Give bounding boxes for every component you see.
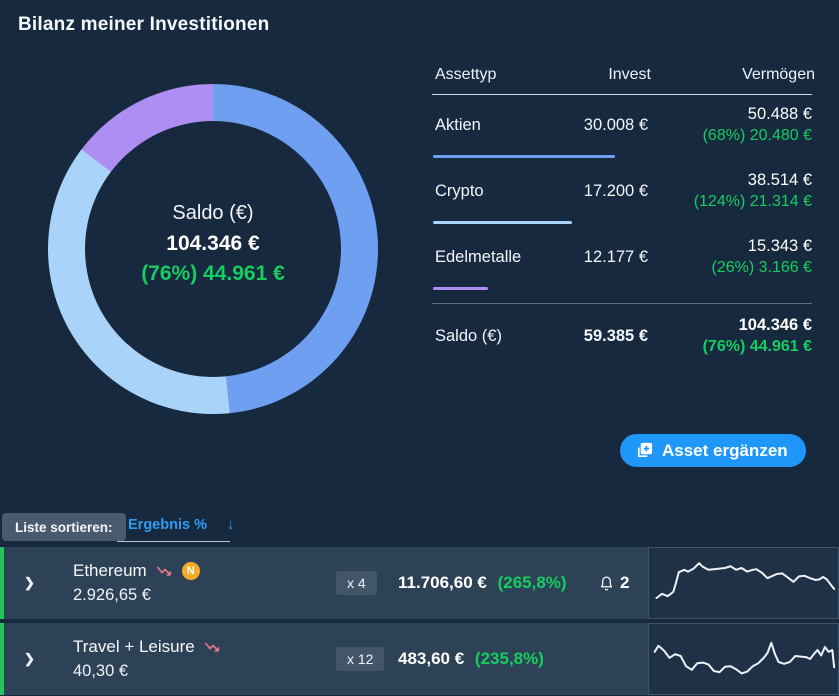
sort-option-label: Ergebnis % — [128, 516, 207, 533]
asset-vermoegen: 50.488 € (68%) 20.480 € — [648, 104, 812, 146]
news-badge[interactable]: N — [181, 562, 200, 580]
asset-vermoegen-value: 15.343 € — [747, 237, 812, 255]
alert-count: 2 — [620, 573, 630, 592]
table-total-separator — [432, 303, 812, 304]
expand-chevron-icon[interactable]: ❯ — [24, 651, 35, 666]
position-total-value: 11.706,60 € — [398, 573, 487, 592]
asset-name-block: Travel + Leisure 40,30 € — [60, 637, 336, 681]
asset-invest: 30.008 € — [583, 115, 648, 134]
sparkline-chart — [648, 547, 839, 619]
total-gain: (76%) 44.961 € — [702, 338, 812, 355]
asset-gain: (26%) 3.166 € — [711, 259, 812, 276]
position-gain-percent: (265,8%) — [497, 573, 567, 592]
asset-unit-price: 40,30 € — [73, 662, 129, 680]
page-title: Bilanz meiner Investitionen — [18, 14, 270, 35]
asset-invest: 17.200 € — [583, 181, 648, 200]
total-invest: 59.385 € — [583, 326, 648, 345]
position-total: 11.706,60 € (265,8%) — [398, 573, 598, 593]
add-asset-icon — [635, 441, 654, 460]
list-asset-name: Travel + Leisure — [73, 637, 195, 656]
asset-proportion-bar — [433, 155, 615, 158]
table-row-edelmetalle: Edelmetalle 12.177 € 15.343 € (26%) 3.16… — [432, 227, 812, 290]
donut-center-gain: (76%) 44.961 € — [141, 262, 285, 285]
asset-vermoegen: 38.514 € (124%) 21.314 € — [648, 170, 812, 212]
header-vermoegen: Vermögen — [742, 66, 815, 83]
total-vermoegen: 104.346 € (76%) 44.961 € — [648, 315, 812, 357]
table-header-row: Assettyp Invest Vermögen — [432, 60, 815, 95]
asset-gain: (68%) 20.480 € — [702, 127, 812, 144]
table-row-crypto: Crypto 17.200 € 38.514 € (124%) 21.314 € — [432, 161, 812, 224]
quantity-badge: x 12 — [336, 647, 385, 671]
trending-down-icon — [156, 565, 173, 577]
asset-invest: 12.177 € — [583, 247, 648, 266]
sort-option-ergebnis[interactable]: Ergebnis % ↓ — [128, 516, 234, 533]
asset-list: ❯ Ethereum N 2.926,65 € x 4 11.706,60 € … — [0, 547, 839, 696]
sort-label-chip: Liste sortieren: — [2, 513, 126, 541]
donut-center-value: 104.346 € — [166, 232, 260, 255]
expand-chevron-icon[interactable]: ❯ — [24, 575, 35, 590]
asset-name: Aktien — [435, 115, 481, 134]
donut-hole: Saldo (€) 104.346 € (76%) 44.961 € — [85, 121, 341, 377]
sparkline-chart — [648, 623, 839, 695]
asset-name: Crypto — [435, 181, 484, 200]
list-item-ethereum[interactable]: ❯ Ethereum N 2.926,65 € x 4 11.706,60 € … — [0, 547, 839, 619]
list-asset-name: Ethereum — [73, 561, 147, 580]
total-label: Saldo (€) — [435, 326, 502, 345]
sort-bar: Liste sortieren: Ergebnis % ↓ — [0, 511, 839, 547]
asset-vermoegen: 15.343 € (26%) 3.166 € — [648, 236, 812, 278]
table-row-saldo: Saldo (€) 59.385 € 104.346 € (76%) 44.96… — [432, 304, 812, 357]
quantity-badge: x 4 — [336, 571, 377, 595]
position-gain-percent: (235,8%) — [474, 649, 544, 668]
asset-name-block: Ethereum N 2.926,65 € — [60, 561, 336, 605]
portfolio-donut-chart: Saldo (€) 104.346 € (76%) 44.961 € — [48, 84, 378, 414]
sort-direction-icon: ↓ — [226, 516, 235, 533]
asset-proportion-bar — [433, 221, 572, 224]
total-vermoegen-value: 104.346 € — [738, 316, 812, 334]
asset-vermoegen-value: 50.488 € — [747, 105, 812, 123]
list-item-travel-leisure[interactable]: ❯ Travel + Leisure 40,30 € x 12 483,60 €… — [0, 623, 839, 695]
asset-vermoegen-value: 38.514 € — [747, 171, 812, 189]
asset-gain: (124%) 21.314 € — [693, 193, 812, 210]
asset-unit-price: 2.926,65 € — [73, 586, 151, 604]
sort-active-underline — [117, 541, 230, 542]
add-asset-button[interactable]: Asset ergänzen — [620, 434, 806, 467]
position-total: 483,60 € (235,8%) — [398, 649, 598, 669]
position-total-value: 483,60 € — [398, 649, 465, 668]
alerts-cell[interactable]: 2 — [598, 573, 648, 593]
trending-down-icon — [204, 641, 221, 653]
donut-center-text: Saldo (€) 104.346 € (76%) 44.961 € — [141, 202, 285, 286]
asset-summary-table: Assettyp Invest Vermögen Aktien 30.008 €… — [432, 60, 815, 357]
donut-center-label: Saldo (€) — [172, 202, 254, 224]
add-asset-label: Asset ergänzen — [662, 440, 788, 460]
bell-icon — [598, 574, 615, 593]
header-invest: Invest — [608, 66, 651, 83]
asset-name: Edelmetalle — [435, 247, 522, 266]
header-assettyp: Assettyp — [435, 66, 497, 83]
table-row-aktien: Aktien 30.008 € 50.488 € (68%) 20.480 € — [432, 95, 812, 158]
asset-proportion-bar — [433, 287, 488, 290]
